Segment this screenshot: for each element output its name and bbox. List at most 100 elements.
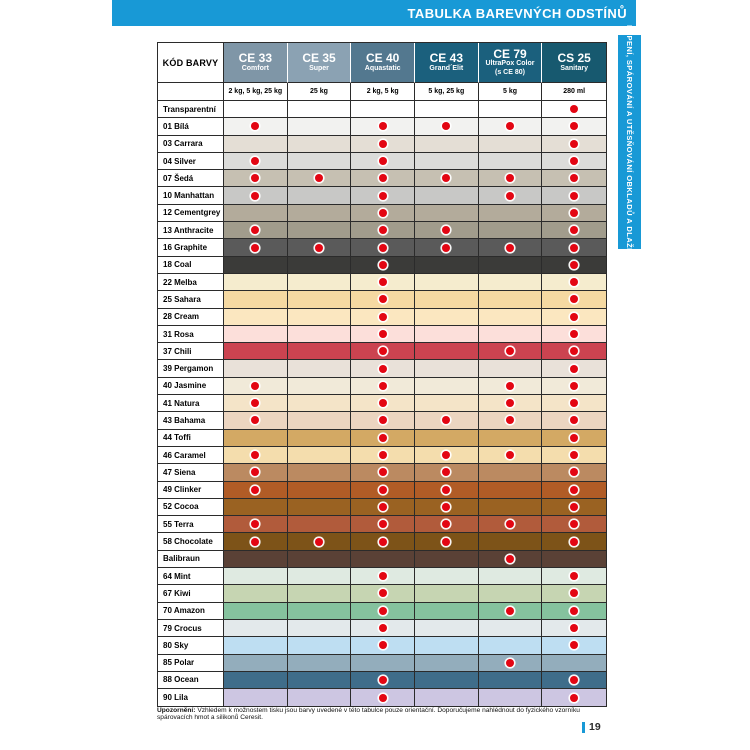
color-swatch-cell [415,395,479,413]
color-swatch-cell [224,377,288,396]
color-swatch-cell [415,516,479,534]
availability-dot [570,381,579,390]
color-swatch-cell [351,533,415,551]
color-swatch-cell [287,360,352,378]
product-header-ce35: CE 35 Super [287,43,352,83]
color-swatch-cell [287,325,352,344]
color-swatch-cell [287,256,352,274]
availability-dot [570,208,579,217]
color-swatch-cell [224,481,288,499]
availability-dot [570,157,579,166]
color-swatch-cell [415,654,479,672]
color-swatch-cell [287,550,352,569]
color-row-label: 55 Terra [158,516,224,534]
color-swatch-cell [224,533,288,551]
color-swatch-cell [478,498,543,517]
availability-dot [570,174,579,183]
color-swatch-cell [351,325,415,344]
color-swatch-cell [415,239,479,257]
color-swatch-cell [351,637,415,655]
availability-dot [378,330,387,338]
color-swatch-cell [415,412,479,430]
color-swatch-cell [415,273,479,292]
color-swatch-cell [415,446,479,465]
availability-dot [251,191,260,200]
color-swatch-cell [224,585,288,603]
product-code: CE 43 [429,51,463,65]
color-swatch-cell [351,446,415,465]
color-row-label: 03 Carrara [158,135,224,153]
availability-dot [378,174,387,183]
availability-dot [505,399,514,408]
color-swatch-cell [351,585,415,603]
color-swatch-cell [415,568,479,586]
color-swatch-cell [542,464,606,482]
color-swatch-cell [478,222,543,240]
color-swatch-cell [478,637,543,655]
color-swatch-cell [542,152,606,171]
availability-dot [505,381,514,390]
color-swatch-cell [287,343,352,361]
color-swatch-cell [542,671,606,690]
product-name: Grand´Elit [429,64,464,72]
pack-size: 5 kg, 25 kg [415,83,479,101]
availability-dot [505,174,514,183]
availability-dot [251,537,260,546]
availability-dot [570,347,579,356]
color-swatch-cell [287,170,352,188]
pack-size: 2 kg, 5 kg [351,83,415,101]
color-swatch-cell [478,170,543,188]
color-swatch-cell [478,360,543,378]
color-swatch-cell [287,446,352,465]
availability-dot [570,226,579,235]
availability-dot [505,520,514,529]
availability-dot [505,191,514,200]
color-swatch-cell [415,152,479,171]
color-swatch-cell [224,170,288,188]
color-row-label: 80 Sky [158,637,224,655]
availability-dot [505,606,514,615]
color-swatch-cell [542,170,606,188]
color-row-label: 31 Rosa [158,325,224,344]
availability-dot [251,122,260,131]
availability-dot [570,260,579,269]
color-swatch-cell [287,498,352,517]
availability-dot [378,243,387,252]
chapter-side-tab-label: LEPENÍ, SPÁROVÁNÍ A UTĚSŇOVÁNÍ OBKLADŮ A… [625,24,634,260]
availability-dot [570,139,579,148]
color-swatch-cell [224,152,288,171]
color-swatch-cell [224,118,288,136]
availability-dot [442,520,451,529]
availability-dot [442,226,451,235]
color-swatch-cell [224,671,288,690]
color-swatch-cell [542,412,606,430]
color-swatch-cell [351,170,415,188]
color-swatch-cell [415,464,479,482]
color-swatch-cell [542,533,606,551]
color-swatch-cell [542,256,606,274]
color-swatch-cell [415,187,479,205]
color-swatch-cell [224,395,288,413]
availability-dot [378,364,387,373]
availability-dot [314,243,323,252]
color-swatch-cell [542,187,606,205]
color-swatch-cell [287,637,352,655]
availability-dot [378,191,387,200]
color-swatch-cell [542,204,606,223]
color-swatch-cell [224,291,288,309]
color-swatch-cell [224,619,288,638]
color-swatch-cell [351,308,415,326]
color-swatch-cell [224,516,288,534]
color-swatch-cell [224,429,288,447]
color-swatch-cell [415,204,479,223]
color-row-label: 88 Ocean [158,671,224,690]
color-row-label: 13 Anthracite [158,222,224,240]
availability-dot [570,468,579,477]
color-swatch-cell [415,619,479,638]
color-swatch-cell [351,602,415,620]
color-swatch-cell [224,360,288,378]
availability-dot [570,451,579,460]
color-swatch-cell [287,204,352,223]
availability-dot [378,381,387,390]
availability-dot [378,693,387,702]
